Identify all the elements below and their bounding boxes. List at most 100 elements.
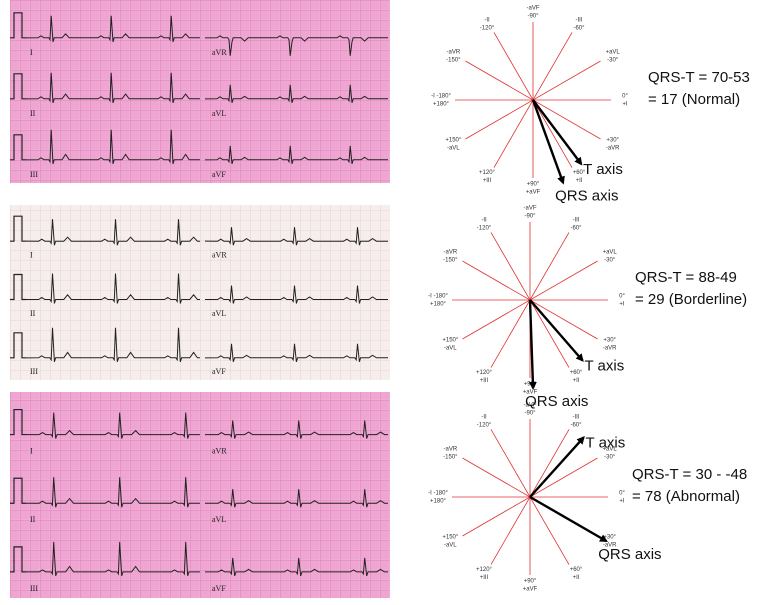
axis-label: +150° — [442, 535, 459, 541]
lead-label: I — [30, 447, 33, 456]
t-axis-arrow-label: T axis — [584, 357, 624, 374]
axis-label: +60° — [570, 370, 583, 376]
lead-label: aVL — [212, 515, 226, 524]
lead-label: II — [30, 109, 36, 118]
axis-label: -30° — [604, 258, 616, 264]
axis-label: +90° — [524, 382, 537, 388]
axis-label: -30° — [604, 455, 616, 461]
axis-label: -120° — [480, 25, 495, 31]
axis-label: +90° — [527, 182, 540, 188]
axis-label: -III — [573, 414, 580, 420]
axis-label: -60° — [573, 25, 585, 31]
axis-label: +120° — [479, 170, 496, 176]
lead-label: aVL — [212, 309, 226, 318]
annotation: = 17 (Normal) — [648, 91, 740, 108]
lead-label: aVF — [212, 367, 226, 376]
axis-label: -aVF — [523, 403, 536, 409]
lead-label: III — [30, 170, 38, 179]
qrs-axis-arrow — [530, 497, 606, 541]
axis-label: +I — [619, 302, 625, 308]
axis-label: 0° — [619, 491, 625, 497]
axis-label: +180° — [430, 499, 447, 505]
axis-label: -II — [481, 414, 487, 420]
axis-label: -90° — [527, 14, 539, 20]
axis-label: -150° — [443, 258, 458, 264]
axis-label: +aVF — [523, 587, 538, 593]
lead-label: aVF — [212, 170, 226, 179]
axis-label: -150° — [443, 455, 458, 461]
annotation: = 78 (Abnormal) — [632, 488, 740, 505]
axis-label: +aVF — [526, 190, 541, 196]
axis-label: -I -180° — [431, 94, 451, 100]
axis-label: +III — [480, 378, 489, 384]
axis-label: +II — [576, 178, 583, 184]
axis-label: -I -180° — [428, 491, 448, 497]
axis-label: +120° — [476, 567, 493, 573]
axis-label: -aVL — [444, 346, 457, 352]
axis-label: +30° — [606, 138, 619, 144]
axis-label: +180° — [433, 102, 450, 108]
axis-label: +I — [622, 102, 628, 108]
axis-label: 0° — [622, 94, 628, 100]
lead-label: aVR — [212, 447, 227, 456]
qrs-axis-arrow — [530, 300, 533, 388]
qrs-axis-arrow — [533, 100, 563, 183]
annotation: QRS-T = 88-49 — [635, 269, 737, 286]
lead-label: III — [30, 367, 38, 376]
ecg-strip — [10, 392, 390, 598]
axis-label: +II — [573, 575, 580, 581]
axis-label: -120° — [477, 422, 492, 428]
lead-label: aVL — [212, 109, 226, 118]
t-axis-arrow-label: T axis — [586, 435, 626, 452]
axis-label: +90° — [524, 579, 537, 585]
axis-label: +aVL — [603, 250, 618, 256]
axis-label: -II — [484, 17, 490, 23]
annotation: = 29 (Borderline) — [635, 291, 747, 308]
axis-label: -aVR — [443, 447, 457, 453]
axis-label: -aVL — [447, 146, 460, 152]
axis-label: -aVF — [523, 206, 536, 212]
qrs-axis-arrow-label: QRS axis — [598, 546, 661, 563]
axis-label: -90° — [524, 214, 536, 220]
lead-label: aVF — [212, 584, 226, 593]
axis-label: +60° — [570, 567, 583, 573]
axis-label: +180° — [430, 302, 447, 308]
axis-label: -I -180° — [428, 294, 448, 300]
axis-label: -III — [573, 217, 580, 223]
lead-label: aVR — [212, 48, 227, 57]
t-axis-arrow — [530, 300, 582, 360]
axis-label: +III — [483, 178, 492, 184]
axis-label: +150° — [445, 138, 462, 144]
axis-label: -III — [576, 17, 583, 23]
lead-label: aVR — [212, 251, 227, 260]
lead-label: I — [30, 251, 33, 260]
lead-label: II — [30, 515, 36, 524]
ecg-strip — [10, 0, 390, 183]
axis-label: 0° — [619, 294, 625, 300]
annotation: QRS-T = 70-53 — [648, 69, 750, 86]
t-axis-arrow — [533, 100, 581, 164]
axis-label: -150° — [446, 58, 461, 64]
axis-label: -aVF — [526, 6, 539, 12]
axis-label: -30° — [607, 58, 619, 64]
axis-label: -120° — [477, 225, 492, 231]
axis-label: +I — [619, 499, 625, 505]
axis-label: +120° — [476, 370, 493, 376]
axis-label: +150° — [442, 338, 459, 344]
axis-label: -aVR — [443, 250, 457, 256]
axis-label: -90° — [524, 411, 536, 417]
axis-label: +30° — [603, 338, 616, 344]
axis-label: +II — [573, 378, 580, 384]
t-axis-arrow-label: T axis — [583, 161, 623, 178]
axis-label: -II — [481, 217, 487, 223]
axis-label: -aVL — [444, 543, 457, 549]
axis-label: -aVR — [446, 50, 460, 56]
axis-label: -60° — [570, 225, 582, 231]
axis-label: -aVR — [606, 146, 620, 152]
axis-label: +III — [480, 575, 489, 581]
t-axis-arrow — [530, 438, 584, 497]
qrs-axis-arrow-label: QRS axis — [555, 188, 618, 205]
lead-label: III — [30, 584, 38, 593]
axis-label: +aVL — [606, 50, 621, 56]
lead-label: I — [30, 48, 33, 57]
